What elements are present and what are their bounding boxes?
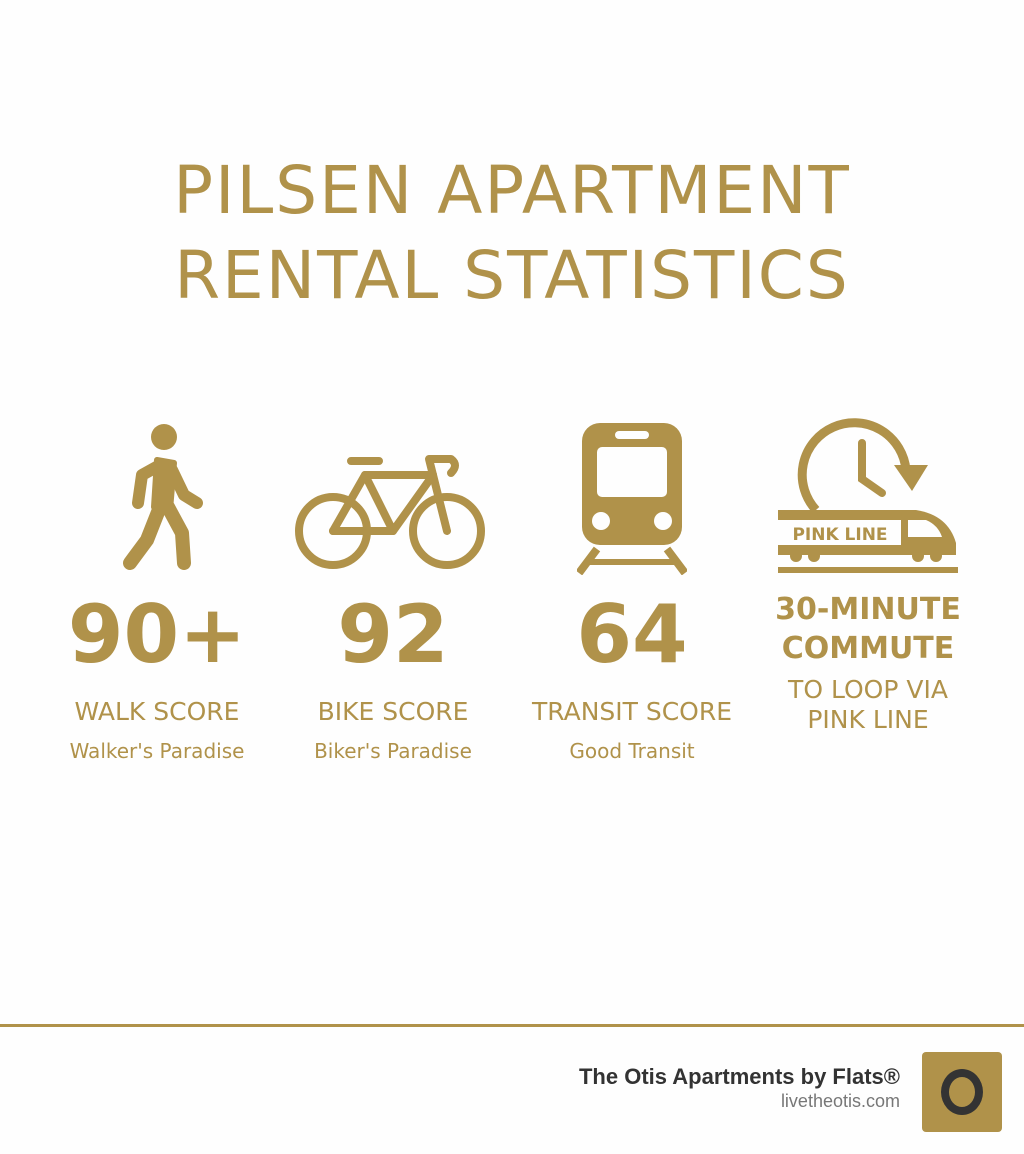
- commute-label-line1: TO LOOP VIA: [788, 675, 948, 704]
- stat-transit: 64 TRANSIT SCORE Good Transit: [512, 405, 752, 763]
- walk-score-value: 90+: [67, 588, 247, 681]
- walk-score-sub: Walker's Paradise: [69, 739, 245, 763]
- brand-name: The Otis Apartments by Flats®: [578, 1064, 900, 1089]
- stat-bike: 92 BIKE SCORE Biker's Paradise: [273, 405, 513, 763]
- bike-score-sub: Biker's Paradise: [314, 739, 472, 763]
- footer-divider: [0, 1024, 1024, 1027]
- page-title-line1: PILSEN APARTMENT: [173, 152, 851, 229]
- bike-score-value: 92: [337, 588, 449, 681]
- commute-value-line2: COMMUTE: [781, 631, 955, 666]
- walk-score-label: WALK SCORE: [74, 697, 240, 726]
- clock-train-icon: PINK LINE: [748, 405, 988, 575]
- page-title-line2: RENTAL STATISTICS: [174, 237, 850, 314]
- transit-score-label: TRANSIT SCORE: [531, 697, 733, 726]
- stat-walk: 90+ WALK SCORE Walker's Paradise: [37, 405, 277, 763]
- walking-person-icon: [37, 405, 277, 575]
- brand-url[interactable]: livetheotis.com: [780, 1091, 900, 1111]
- stat-commute: PINK LINE 30-MINUTE COMMUTE TO LOOP VIA …: [748, 405, 988, 735]
- commute-value-line1: 30-MINUTE: [775, 592, 961, 627]
- bike-score-label: BIKE SCORE: [317, 697, 469, 726]
- commute-label: TO LOOP VIA PINK LINE: [748, 675, 988, 735]
- footer-brand: The Otis Apartments by Flats® livetheoti…: [579, 1064, 900, 1112]
- commute-label-line2: PINK LINE: [807, 705, 929, 734]
- pink-line-icon-text: PINK LINE: [792, 525, 887, 545]
- train-icon: [512, 405, 752, 575]
- otis-logo-icon: [922, 1052, 1002, 1132]
- commute-value: 30-MINUTE COMMUTE: [748, 590, 988, 675]
- bicycle-icon: [273, 405, 513, 575]
- transit-score-value: 64: [576, 588, 688, 681]
- transit-score-sub: Good Transit: [569, 739, 695, 763]
